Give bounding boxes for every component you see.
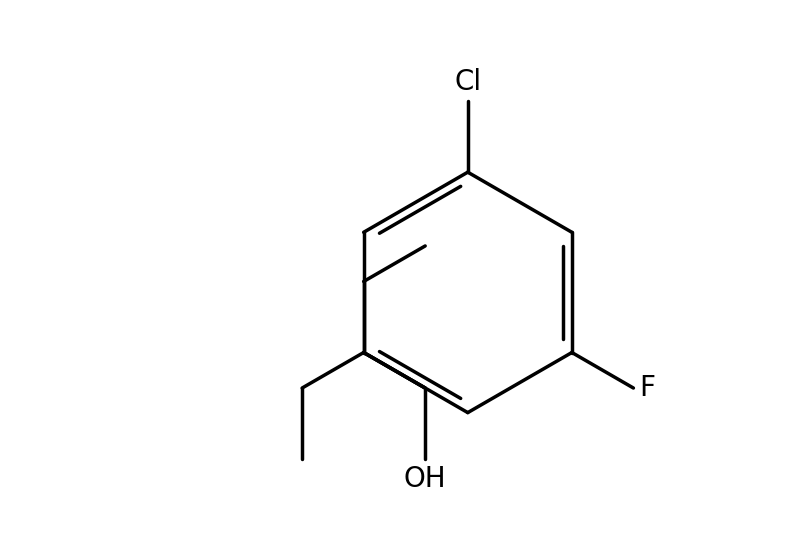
Text: OH: OH: [404, 465, 447, 492]
Text: F: F: [639, 374, 655, 402]
Text: Cl: Cl: [454, 68, 481, 95]
